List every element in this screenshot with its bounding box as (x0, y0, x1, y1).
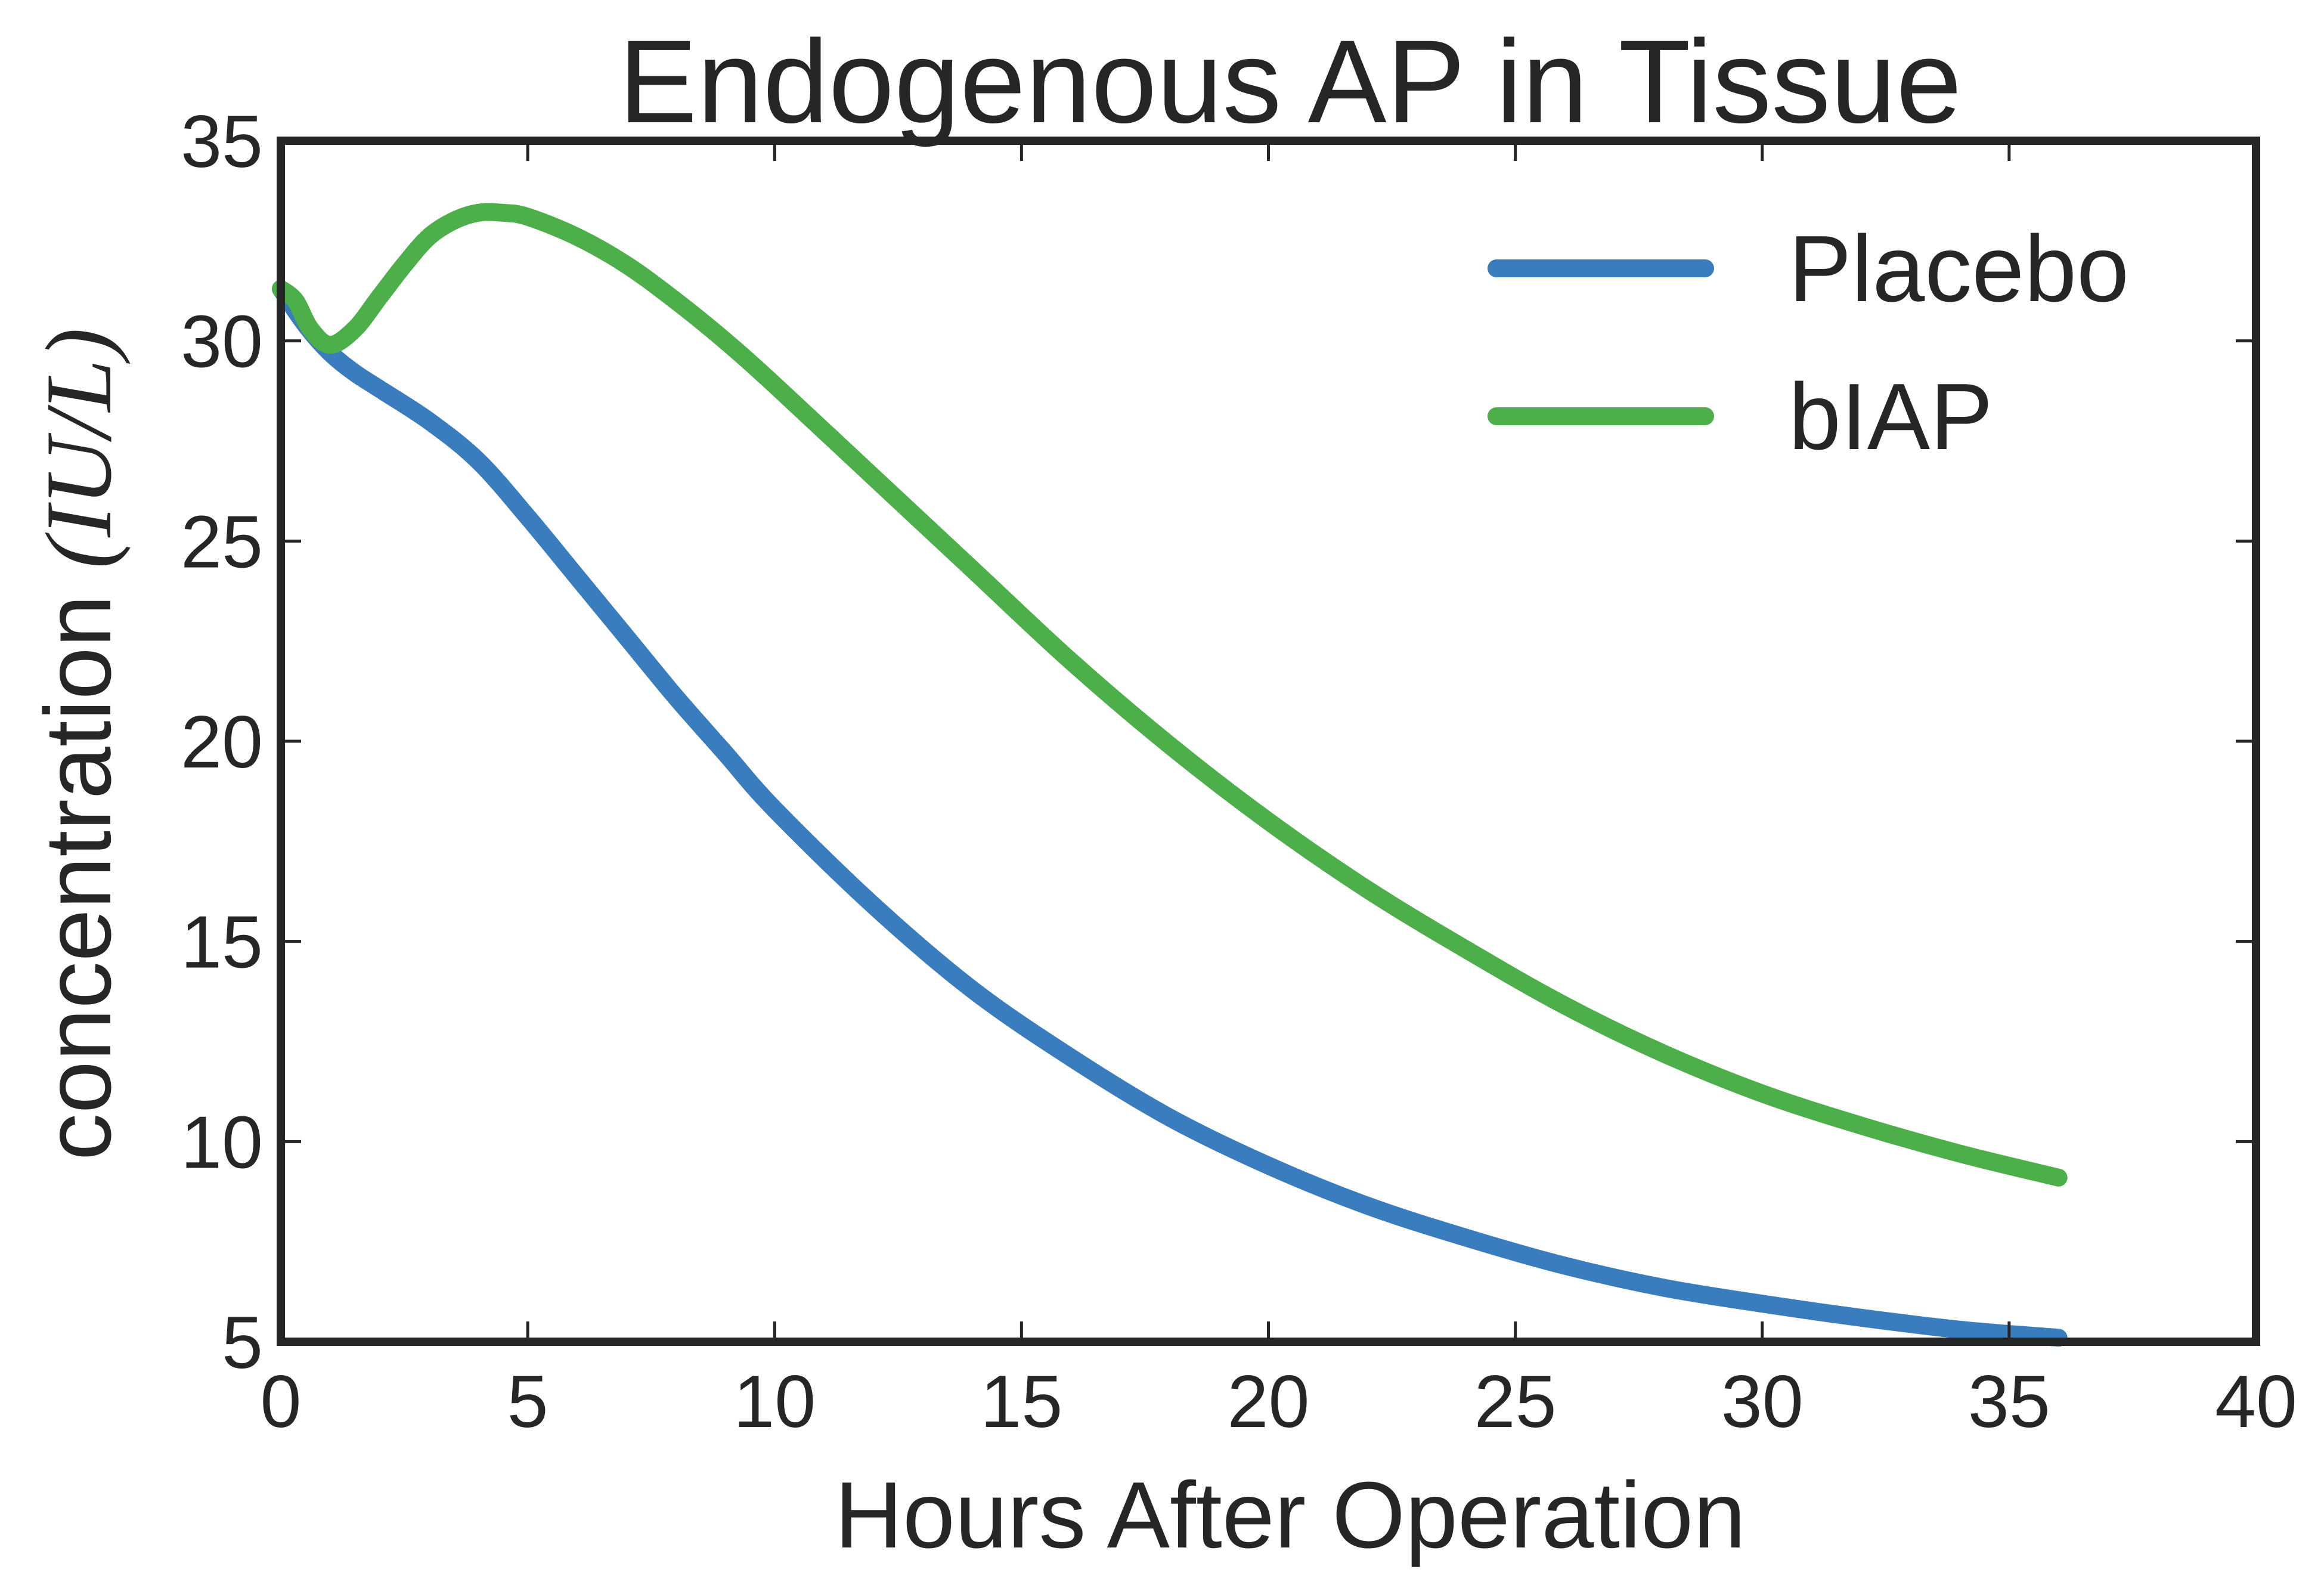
y-axis-label: concentration (IU/L) (26, 328, 131, 1160)
x-tick-label: 10 (733, 1361, 816, 1443)
series-line-placebo (272, 280, 2068, 1347)
x-tick-label: 5 (507, 1361, 549, 1443)
y-axis-label-units: (IU/L) (27, 328, 131, 569)
x-tick-label: 30 (1721, 1361, 1804, 1443)
y-axis-label-text: concentration (26, 569, 131, 1161)
x-tick-label: 0 (261, 1361, 302, 1443)
x-tick-label: 25 (1474, 1361, 1557, 1443)
y-tick-label: 5 (222, 1302, 263, 1384)
legend: Placebo bIAP (1488, 216, 2129, 469)
x-tick-label: 20 (1228, 1361, 1310, 1443)
series-line-biap (272, 203, 2068, 1187)
legend-label-placebo: Placebo (1789, 216, 2129, 321)
chart-title: Endogenous AP in Tissue (618, 16, 1962, 147)
x-axis-label: Hours After Operation (835, 1463, 1746, 1568)
x-tick-label: 40 (2215, 1361, 2297, 1443)
y-tick-label: 30 (181, 301, 263, 383)
y-tick-label: 15 (181, 902, 263, 984)
y-tick-label: 35 (181, 101, 263, 183)
y-tick-label: 20 (181, 701, 263, 784)
y-tick-label: 10 (181, 1101, 263, 1184)
x-tick-label: 15 (980, 1361, 1062, 1443)
legend-label-biap: bIAP (1789, 364, 1993, 469)
y-tick-label: 25 (181, 501, 263, 583)
series-layer (272, 203, 2068, 1347)
plot-frame (277, 137, 2260, 1346)
x-tick-label: 35 (1968, 1361, 2050, 1443)
